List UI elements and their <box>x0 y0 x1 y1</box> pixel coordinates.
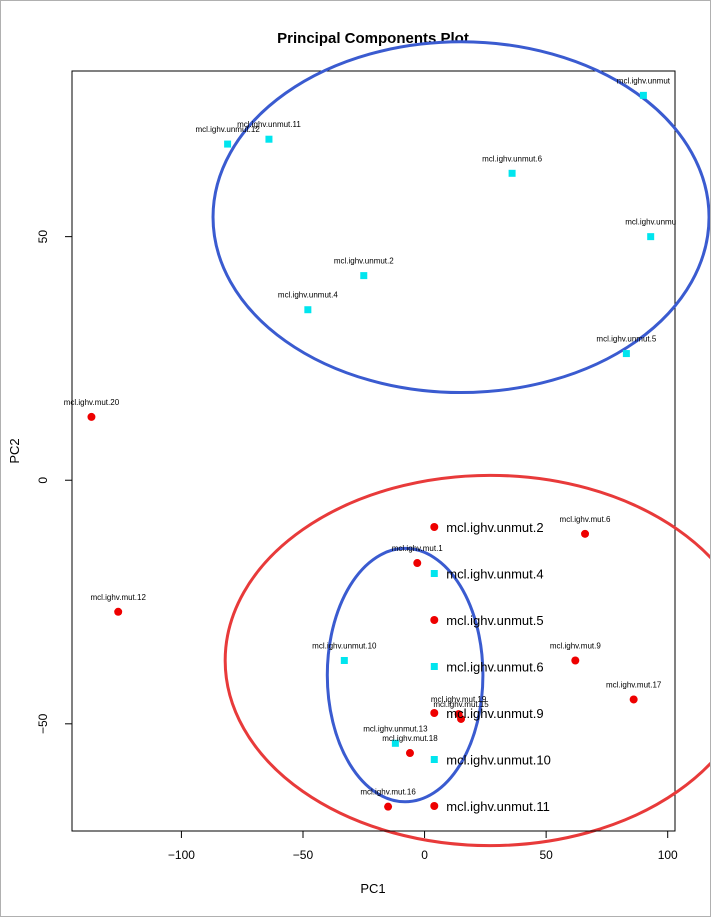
unmut-cluster-ellipse <box>211 40 710 394</box>
x-axis: −100 −50 0 50 100 <box>168 830 678 862</box>
data-point-square <box>391 739 399 747</box>
point-label: mcl.ighv.mut.15 <box>433 700 489 709</box>
legend-label: mcl.ighv.unmut.11 <box>446 799 550 814</box>
legend-label: mcl.ighv.unmut.10 <box>446 753 551 768</box>
data-point-circle <box>571 656 580 665</box>
y-axis-title: PC2 <box>7 438 22 463</box>
point-label: mcl.ighv.unmu <box>625 218 676 227</box>
point-label: mcl.ighv.unmut.12 <box>195 125 260 134</box>
legend-marker-square <box>430 756 438 763</box>
point-label: mcl.ighv.mut.1 <box>392 544 444 553</box>
data-point-square <box>340 656 348 664</box>
data-point-circle <box>405 749 414 758</box>
plot-area-border <box>71 70 676 832</box>
data-point-circle <box>629 695 638 704</box>
point-label: mcl.ighv.unmut.4 <box>278 291 338 300</box>
legend-label: mcl.ighv.unmut.4 <box>446 567 543 582</box>
legend-label: mcl.ighv.unmut.9 <box>446 706 543 721</box>
data-point-circle <box>581 529 590 538</box>
data-point-square <box>304 306 312 314</box>
x-tick-label: 100 <box>658 848 678 862</box>
point-label: mcl.ighv.mut.9 <box>550 641 602 650</box>
data-point-circle <box>87 412 96 421</box>
point-label: mcl.ighv.mut.19 <box>431 695 487 704</box>
legend-marker-square <box>430 663 438 670</box>
x-axis-title: PC1 <box>360 881 385 896</box>
point-label: mcl.ighv.mut.12 <box>90 593 146 602</box>
data-point-square <box>647 233 655 241</box>
point-label: mcl.ighv.unmut.6 <box>482 154 542 163</box>
x-tick-label: −50 <box>293 848 314 862</box>
point-label: mcl.ighv.unmut.13 <box>363 724 428 733</box>
data-point-square <box>360 272 368 280</box>
points-layer <box>87 91 655 811</box>
inner-cluster-ellipse <box>325 546 485 804</box>
data-point-square <box>224 140 232 148</box>
legend-label: mcl.ighv.unmut.2 <box>446 520 543 535</box>
legend-marker-square <box>430 570 438 577</box>
data-point-square <box>508 169 516 177</box>
data-point-square <box>639 91 647 99</box>
mut-cluster-ellipse <box>223 473 710 848</box>
y-axis: −50 0 50 <box>36 230 73 734</box>
legend-marker-circle <box>430 616 439 624</box>
legend-label: mcl.ighv.unmut.6 <box>446 660 543 675</box>
point-label: mcl.ighv.mut.16 <box>360 788 416 797</box>
legend: mcl.ighv.unmut.2 mcl.ighv.unmut.4 mcl.ighv… <box>430 520 551 814</box>
point-label: mcl.ighv.mut.17 <box>606 680 662 689</box>
point-label: mcl.ighv.mut.6 <box>560 515 612 524</box>
data-point-circle <box>114 607 123 616</box>
x-tick-label: 0 <box>421 848 428 862</box>
legend-label: mcl.ighv.unmut.5 <box>446 613 543 628</box>
x-tick-label: 50 <box>539 848 553 862</box>
point-label: mcl.ighv.unmut.5 <box>596 335 656 344</box>
data-point-square <box>265 135 273 143</box>
point-label: mcl.ighv.unmut.11 <box>237 120 301 129</box>
point-label: mcl.ighv.mut.20 <box>64 398 120 407</box>
y-tick-label: −50 <box>36 713 50 734</box>
legend-marker-circle <box>430 709 439 717</box>
data-point-square <box>622 350 630 358</box>
ellipse-layer <box>211 40 710 848</box>
y-tick-label: 50 <box>36 230 50 244</box>
data-point-circle <box>413 559 422 568</box>
legend-marker-circle <box>430 523 439 531</box>
point-label: mcl.ighv.unmut.10 <box>312 641 377 650</box>
point-label: mcl.ighv.mut.18 <box>382 734 438 743</box>
chart-title: Principal Components Plot <box>277 30 469 47</box>
data-point-circle <box>384 802 393 811</box>
point-label: mcl.ighv.unmut.2 <box>334 257 394 266</box>
y-tick-label: 0 <box>36 477 50 484</box>
legend-marker-circle <box>430 802 439 810</box>
x-tick-label: −100 <box>168 848 195 862</box>
data-point-circle <box>457 714 466 723</box>
point-label: mcl.ighv.unmut <box>617 76 671 85</box>
